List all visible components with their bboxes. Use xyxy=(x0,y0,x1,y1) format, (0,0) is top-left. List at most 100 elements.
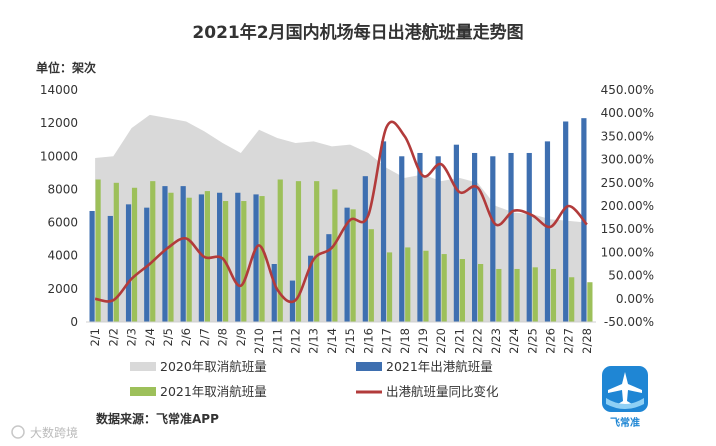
bar-2021-cancelled-2/1 xyxy=(95,179,101,322)
x-tick-label: 2/7 xyxy=(197,328,211,347)
legend-item-bar-2021-departures: 2021年出港航班量 xyxy=(356,359,493,374)
bar-2021-departures-2/18 xyxy=(399,156,405,322)
y-left-tick-label: 4000 xyxy=(47,249,78,263)
bar-2021-cancelled-2/4 xyxy=(150,181,156,322)
x-tick-label: 2/3 xyxy=(125,328,139,347)
x-tick-label: 2/14 xyxy=(325,328,339,354)
bar-2021-cancelled-2/26 xyxy=(550,268,557,322)
x-tick-label: 2/11 xyxy=(270,328,284,354)
airplane-icon xyxy=(606,372,644,409)
x-tick-label: 2/1 xyxy=(88,328,102,347)
bar-2021-cancelled-2/10 xyxy=(259,196,265,322)
bar-2021-departures-2/23 xyxy=(490,156,496,322)
bar-2021-cancelled-2/2 xyxy=(113,182,119,322)
bar-2021-cancelled-2/14 xyxy=(332,189,338,322)
y-left-tick-label: 0 xyxy=(70,315,78,329)
bar-2021-cancelled-2/3 xyxy=(131,187,138,322)
x-tick-label: 2/15 xyxy=(343,328,357,354)
x-tick-label: 2/17 xyxy=(380,328,394,354)
bar-2021-cancelled-2/16 xyxy=(368,229,374,322)
y-right-tick-label: 350.00% xyxy=(601,129,654,143)
y-right-tick-label: 100.00% xyxy=(601,245,654,259)
x-tick-label: 2/5 xyxy=(161,328,175,347)
legend-label-cancelled: 2021年取消航班量 xyxy=(160,384,267,399)
bar-2021-departures-2/25 xyxy=(526,152,532,322)
x-tick-label: 2/18 xyxy=(398,328,412,354)
bar-2021-cancelled-2/22 xyxy=(478,264,484,322)
bar-2021-departures-2/20 xyxy=(435,156,441,322)
legend-label-area: 2020年取消航班量 xyxy=(160,359,267,374)
bar-2021-cancelled-2/20 xyxy=(441,254,447,322)
legend-label-departures: 2021年出港航班量 xyxy=(386,359,493,374)
logo-label: 飞常准 xyxy=(610,416,640,429)
x-axis: 2/1 2/2 2/3 2/4 2/5 2/6 2/7 2/8 2/9 2/10 2/11 2/12 2… xyxy=(88,328,594,354)
bar-2021-departures-2/24 xyxy=(508,152,514,322)
chart-title: 2021年2月国内机场每日出港航班量走势图 xyxy=(192,22,523,43)
bar-2021-cancelled-2/9 xyxy=(241,201,247,322)
brand-logo: 飞常准 xyxy=(602,366,648,429)
bar-2021-cancelled-2/25 xyxy=(532,267,538,322)
y-axis-right: -50.00% 0.00% 50.00% 100.00% 150.00% 200.00% 2… xyxy=(601,83,654,329)
y-right-tick-label: 300.00% xyxy=(601,153,654,167)
bar-2021-departures-2/11 xyxy=(271,264,277,322)
bar-2021-departures-2/22 xyxy=(472,152,478,322)
legend-item-line-yoy: 出港航班量同比变化 xyxy=(356,384,499,399)
bar-2021-cancelled-2/21 xyxy=(459,259,465,322)
y-right-tick-label: 250.00% xyxy=(601,176,654,190)
watermark: 大数跨境 xyxy=(11,425,78,440)
y-axis-left: 0 2000 4000 6000 8000 10000 12000 14000 xyxy=(40,83,78,329)
legend-label-yoy: 出港航班量同比变化 xyxy=(386,384,499,399)
legend-swatch-departures xyxy=(356,362,382,371)
bar-2021-cancelled-2/23 xyxy=(496,268,502,322)
bar-2021-departures-2/3 xyxy=(125,204,132,322)
x-tick-label: 2/12 xyxy=(288,328,302,354)
x-tick-label: 2/10 xyxy=(252,328,266,354)
bar-2021-departures-2/2 xyxy=(107,215,113,322)
bar-2021-cancelled-2/5 xyxy=(168,192,174,322)
bar-2021-departures-2/9 xyxy=(235,192,241,322)
bar-2021-departures-2/21 xyxy=(453,144,459,322)
y-right-tick-label: 200.00% xyxy=(601,199,654,213)
bar-2021-departures-2/13 xyxy=(308,255,314,322)
x-tick-label: 2/22 xyxy=(471,328,485,354)
bar-2021-departures-2/5 xyxy=(162,186,168,322)
x-tick-label: 2/25 xyxy=(525,328,539,354)
bar-2021-cancelled-2/28 xyxy=(587,282,593,322)
legend-item-area-2020: 2020年取消航班量 xyxy=(130,359,267,374)
legend: 2020年取消航班量 2021年出港航班量 2021年取消航班量 出港航班量同比… xyxy=(130,359,499,399)
y-right-tick-label: 150.00% xyxy=(601,222,654,236)
bar-2021-cancelled-2/12 xyxy=(295,181,302,322)
bar-2021-cancelled-2/19 xyxy=(423,250,429,322)
watermark-label: 大数跨境 xyxy=(30,425,78,440)
bar-2021-cancelled-2/13 xyxy=(314,181,320,322)
bar-2021-cancelled-2/15 xyxy=(350,209,356,322)
y-left-tick-label: 14000 xyxy=(40,83,78,97)
y-left-tick-label: 8000 xyxy=(47,182,78,196)
x-tick-label: 2/26 xyxy=(543,328,557,354)
unit-label: 单位：架次 xyxy=(36,60,96,75)
x-tick-label: 2/27 xyxy=(562,328,576,354)
watermark-icon xyxy=(11,425,25,439)
x-tick-label: 2/23 xyxy=(489,328,503,354)
x-tick-label: 2/21 xyxy=(452,328,466,354)
line-layer xyxy=(94,120,588,304)
bar-2021-cancelled-2/6 xyxy=(186,197,192,322)
x-tick-label: 2/4 xyxy=(143,328,157,347)
bar-2021-cancelled-2/18 xyxy=(405,247,411,322)
legend-swatch-area xyxy=(130,362,156,371)
y-right-tick-label: 450.00% xyxy=(601,83,654,97)
x-tick-label: 2/6 xyxy=(179,328,193,347)
y-right-tick-label: -50.00% xyxy=(604,315,654,329)
y-left-tick-label: 2000 xyxy=(47,282,78,296)
bar-2021-departures-2/16 xyxy=(362,176,368,322)
legend-item-bar-2021-cancelled: 2021年取消航班量 xyxy=(130,384,267,399)
bar-2021-departures-2/26 xyxy=(544,141,551,322)
y-right-tick-label: 400.00% xyxy=(601,106,654,120)
bar-2021-departures-2/7 xyxy=(198,194,204,322)
bar-2021-departures-2/14 xyxy=(326,234,332,322)
legend-swatch-cancelled xyxy=(130,387,156,396)
y-right-tick-label: 50.00% xyxy=(608,269,654,283)
y-right-tick-label: 0.00% xyxy=(616,292,654,306)
